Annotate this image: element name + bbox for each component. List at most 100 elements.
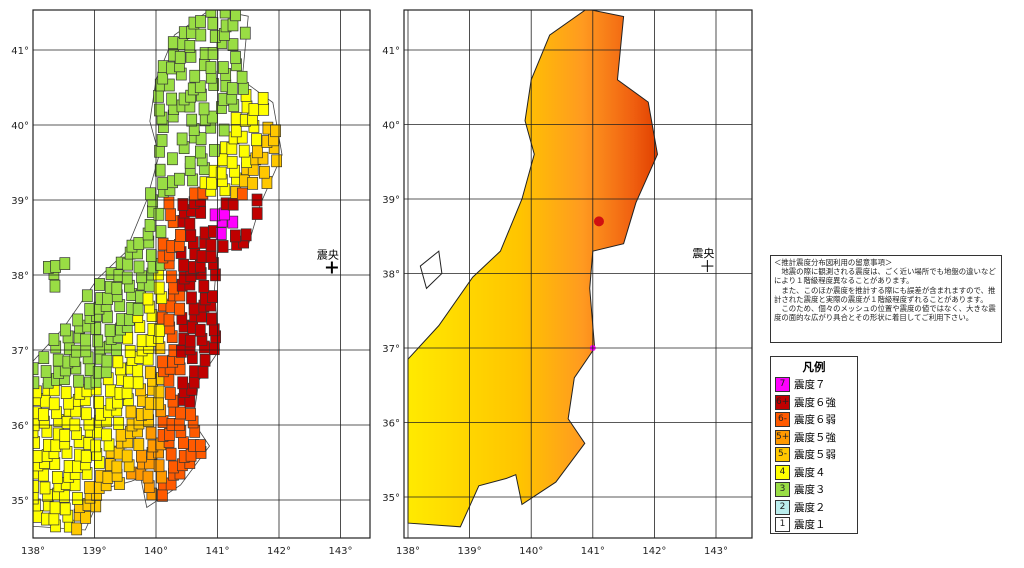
notice-paragraph: このため、個々のメッシュの位置や震度の値ではなく、大きな震度の面的な広がり具合と…: [774, 304, 996, 323]
station-marker: [133, 438, 145, 451]
station-marker: [166, 92, 177, 106]
station-marker: [33, 376, 40, 390]
station-marker: [205, 238, 217, 252]
legend-label: 震度５強: [794, 431, 836, 444]
station-marker: [226, 82, 238, 95]
map-frame: [32, 9, 371, 539]
station-marker: [155, 225, 167, 238]
legend-title: 凡例: [802, 360, 826, 374]
station-marker: [195, 439, 206, 452]
lon-tick-label: 138°: [21, 546, 45, 557]
station-marker: [189, 69, 201, 83]
station-marker: [230, 112, 242, 125]
station-marker: [49, 501, 61, 515]
station-marker: [92, 334, 104, 348]
station-marker: [73, 374, 84, 388]
station-marker: [227, 38, 239, 51]
station-marker: [184, 217, 196, 231]
station-marker: [184, 40, 196, 53]
lat-tick-label: 35°: [382, 493, 400, 504]
station-marker: [207, 17, 219, 30]
station-marker: [124, 345, 136, 358]
station-marker: [72, 313, 84, 327]
station-marker: [206, 176, 217, 190]
station-marker: [238, 144, 250, 158]
station-marker: [230, 124, 242, 138]
station-marker: [145, 249, 157, 262]
station-marker: [123, 375, 134, 389]
lat-tick-label: 37°: [11, 346, 29, 357]
station-marker: [177, 376, 189, 390]
lon-tick-label: 139°: [458, 546, 482, 557]
legend-swatch: 6-: [775, 412, 790, 428]
station-marker: [48, 397, 60, 411]
station-marker: [38, 408, 49, 421]
station-marker: [186, 291, 197, 305]
station-marker: [185, 408, 196, 421]
station-marker: [165, 387, 176, 400]
notice-paragraph: 地震の際に観測される震度は、ごく近い場所でも地盤の違いなどにより１階級程度異なる…: [774, 267, 996, 286]
station-marker: [153, 385, 165, 399]
station-marker: [153, 207, 165, 221]
legend-label: 震度４: [794, 466, 826, 479]
station-marker: [215, 227, 227, 240]
station-marker: [195, 28, 207, 42]
station-marker: [195, 132, 207, 145]
station-marker: [163, 313, 175, 327]
legend-swatch: 3: [775, 482, 790, 498]
legend-item: 2 震度２: [775, 499, 853, 517]
station-marker: [156, 470, 167, 484]
station-marker: [165, 447, 177, 461]
station-marker: [81, 289, 93, 303]
notice-paragraph: また、このほか震度を推計する際にも誤差が含まれますので、推計された震度と実際の震…: [774, 285, 996, 304]
legend-item: 1 震度１: [775, 516, 853, 534]
station-marker: [238, 82, 249, 95]
lat-tick-label: 39°: [11, 196, 29, 207]
station-marker: [142, 470, 154, 484]
station-marker: [49, 279, 61, 293]
station-marker: [33, 450, 43, 463]
legend-swatch: 5+: [775, 429, 790, 445]
station-marker: [209, 30, 221, 43]
legend-swatch: 6+: [775, 394, 790, 410]
station-marker: [178, 258, 189, 272]
station-marker: [111, 343, 122, 356]
legend-swatch: 5-: [775, 447, 790, 463]
station-marker: [236, 70, 248, 84]
lat-tick-label: 40°: [382, 121, 400, 132]
estimated-intensity-map: 138° 139° 140° 141° 142° 143° 41° 40° 39° 38° 37° 3…: [382, 9, 753, 557]
station-marker: [39, 394, 51, 408]
lon-tick-label: 141°: [581, 546, 605, 557]
station-marker: [230, 229, 241, 243]
station-marker: [71, 344, 82, 358]
station-marker: [153, 397, 164, 411]
station-marker: [239, 26, 251, 40]
station-marker: [145, 426, 157, 440]
station-marker: [51, 471, 63, 484]
station-marker: [102, 471, 114, 484]
station-marker: [113, 417, 125, 430]
epicenter-label: 震央: [692, 247, 714, 260]
lat-tick-label: 38°: [382, 270, 400, 281]
station-marker: [257, 92, 269, 105]
legend-swatch: 1: [775, 517, 790, 533]
intensity-6plus-area: [593, 216, 604, 227]
station-marker: [166, 270, 177, 284]
station-marker: [219, 10, 231, 19]
lon-tick-label: 142°: [267, 546, 291, 557]
station-marker: [142, 292, 154, 306]
legend-label: 震度６強: [794, 396, 836, 409]
station-marker: [194, 80, 206, 94]
legend-label: 震度６弱: [794, 414, 836, 427]
station-marker: [227, 215, 239, 229]
lon-tick-label: 138°: [396, 546, 420, 557]
station-marker: [94, 278, 105, 291]
station-marker: [136, 334, 148, 348]
station-marker: [205, 61, 217, 74]
lon-tick-label: 143°: [328, 546, 352, 557]
station-marker: [93, 395, 104, 409]
station-marker: [157, 177, 169, 190]
station-marker: [259, 165, 270, 179]
station-marker: [38, 351, 50, 364]
station-marker: [218, 123, 230, 137]
